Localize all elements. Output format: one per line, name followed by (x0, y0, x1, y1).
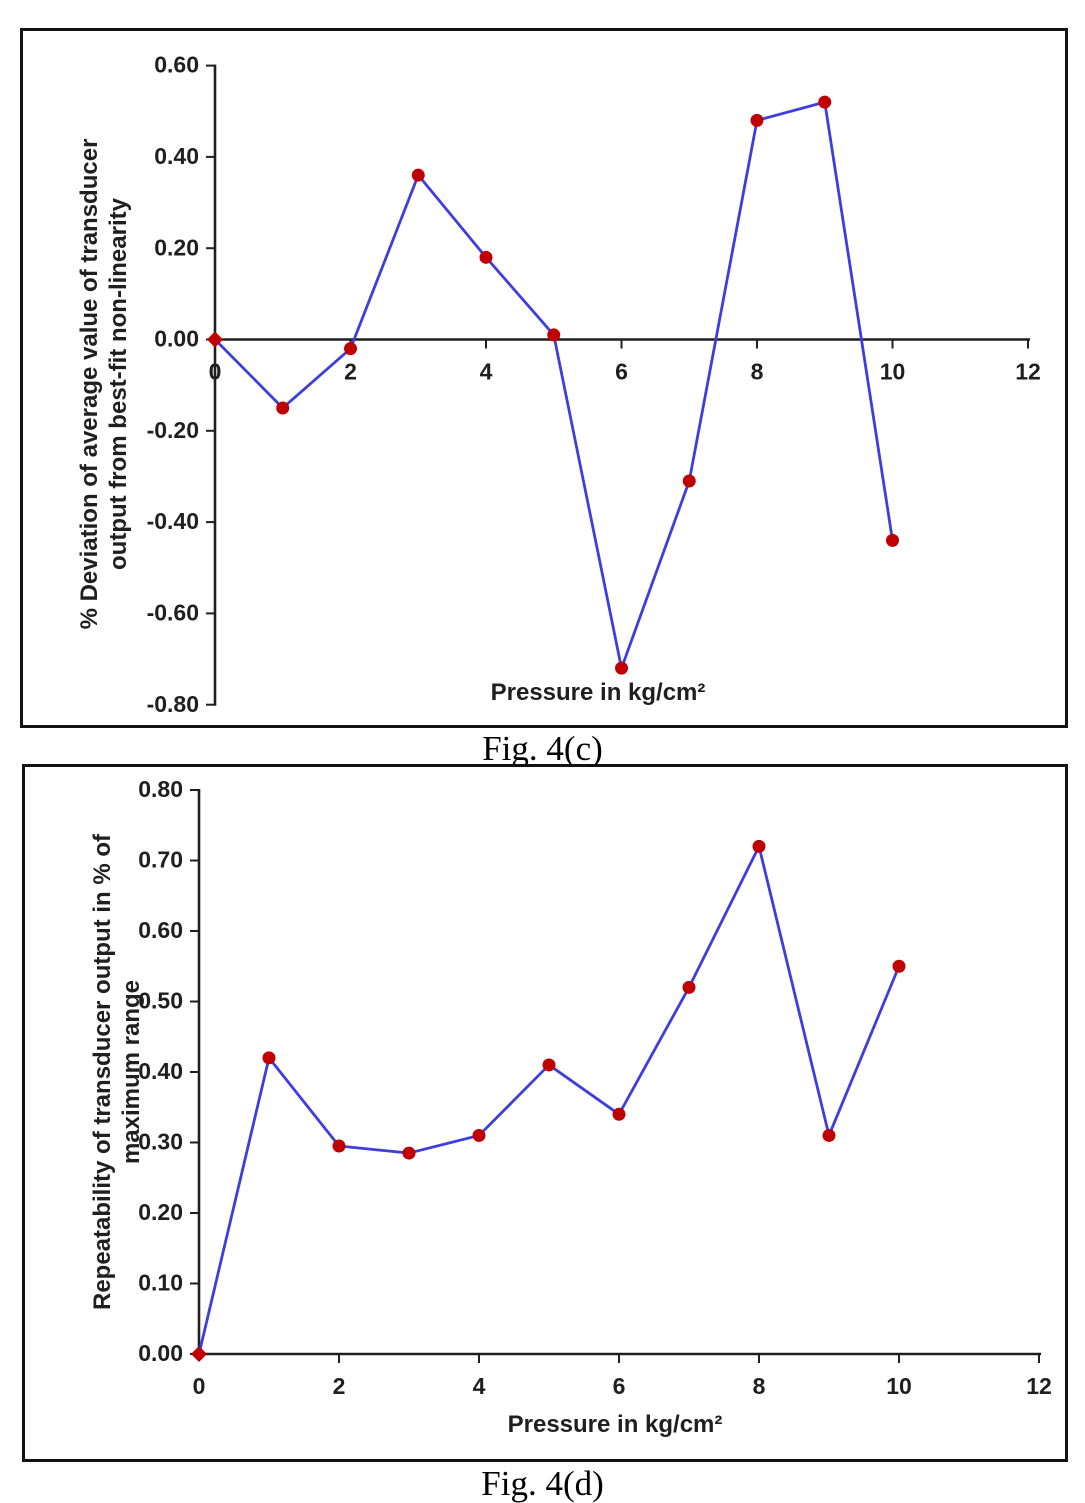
fig4c-data-point (276, 401, 290, 415)
fig4d-data-point (542, 1058, 556, 1072)
fig4d-data-point (262, 1051, 276, 1065)
fig4d-data-point (822, 1128, 836, 1142)
fig-4c-caption: Fig. 4(c) (482, 729, 603, 768)
fig4d-y-tick-label: 0.50 (138, 988, 183, 1014)
fig4d-x-tick-label: 8 (753, 1373, 766, 1399)
fig-4c-plot-area: 0.60 0.40 0.20 0.00 -0.20 -0.40 -0.60 -0.80 0 2 4 6… (147, 52, 1041, 717)
fig4c-data-point (615, 661, 628, 675)
fig-4c-x-axis-title: Pressure in kg/cm² (490, 679, 706, 706)
fig-4d-y-axis-title-line1: Repeatability of transducer output in % … (89, 833, 116, 1311)
fig4d-data-point (612, 1107, 626, 1121)
fig4c-y-tick-label: -0.80 (147, 691, 199, 717)
fig4c-data-point (207, 331, 223, 348)
fig4d-y-tick-label: 0.10 (138, 1270, 183, 1296)
fig4d-data-point (332, 1139, 346, 1153)
fig-4c-y-axis-title-line2: output from best-fit non-linearity (105, 198, 132, 570)
fig4d-x-tick-label: 4 (473, 1373, 486, 1399)
fig4c-data-point (682, 474, 696, 488)
fig4d-x-tick-label: 0 (193, 1373, 206, 1399)
fig4d-y-tick-label: 0.00 (138, 1340, 183, 1366)
fig4d-data-point (402, 1146, 416, 1160)
fig4d-x-tick-label: 10 (886, 1373, 912, 1399)
fig4c-data-point (818, 95, 832, 109)
fig-4d-y-axis-title: Repeatability of transducer output in % … (88, 772, 146, 1372)
fig4c-data-point (750, 113, 764, 127)
fig-4d-plot-area: 0.80 0.70 0.60 0.50 0.40 0.30 0.20 0.10 0.00 0 2 4 6… (138, 776, 1052, 1399)
fig4c-x-tick-label: 0 (209, 359, 222, 385)
fig4c-x-tick-label: 6 (615, 359, 628, 385)
fig4c-y-tick-label: -0.40 (147, 508, 199, 534)
fig4c-y-tick-label: 0.20 (154, 234, 199, 260)
fig-4c-chart: 0.60 0.40 0.20 0.00 -0.20 -0.40 -0.60 -0.80 0 2 4 6… (20, 28, 1068, 728)
fig4c-data-point (886, 533, 899, 547)
fig4c-data-point (411, 168, 425, 182)
fig4c-y-tick-label: 0.00 (154, 326, 199, 352)
fig4d-data-point (892, 959, 906, 973)
fig4c-y-tick-label: 0.60 (154, 52, 199, 78)
fig4d-data-point (752, 839, 766, 853)
fig4c-data-point (344, 342, 357, 356)
fig4c-y-tick-label: -0.20 (147, 417, 199, 443)
fig-4d-chart: 0.80 0.70 0.60 0.50 0.40 0.30 0.20 0.10 0.00 0 2 4 6… (22, 764, 1068, 1462)
fig4c-y-tick-label: -0.60 (147, 599, 199, 625)
fig4d-y-tick-label: 0.60 (138, 917, 183, 943)
fig4d-data-point (472, 1128, 486, 1142)
fig4c-data-point (479, 250, 493, 264)
fig4d-y-tick-label: 0.40 (138, 1058, 183, 1084)
fig4c-x-tick-label: 8 (751, 359, 764, 385)
fig-4d-y-axis-title-line2: maximum range (118, 979, 145, 1165)
fig4d-x-tick-label: 12 (1026, 1373, 1052, 1399)
fig4d-y-tick-label: 0.70 (138, 847, 183, 873)
fig4c-series-line (214, 100, 894, 670)
fig-4c-y-axis-title-line1: % Deviation of average value of transduc… (76, 138, 103, 630)
fig-4c-y-axis-title: % Deviation of average value of transduc… (75, 54, 133, 714)
fig-4d-x-axis-title: Pressure in kg/cm² (507, 1411, 723, 1438)
fig4c-x-tick-label: 2 (344, 359, 357, 385)
fig4d-y-tick-label: 0.20 (138, 1199, 183, 1225)
fig4d-y-tick-label: 0.80 (138, 776, 183, 802)
fig4d-data-point (191, 1346, 207, 1362)
fig4c-y-tick-label: 0.40 (154, 143, 199, 169)
fig4d-x-tick-label: 2 (333, 1373, 346, 1399)
fig4d-data-point (682, 980, 696, 994)
fig4c-x-tick-label: 4 (480, 359, 493, 385)
fig4d-series-line (197, 845, 901, 1355)
fig4d-x-tick-label: 6 (613, 1373, 626, 1399)
fig4d-y-tick-label: 0.30 (138, 1129, 183, 1155)
fig4c-data-point (547, 328, 561, 342)
fig4c-x-tick-label: 12 (1015, 359, 1041, 385)
fig-4d-caption: Fig. 4(d) (481, 1464, 604, 1503)
fig4c-x-tick-label: 10 (880, 359, 906, 385)
